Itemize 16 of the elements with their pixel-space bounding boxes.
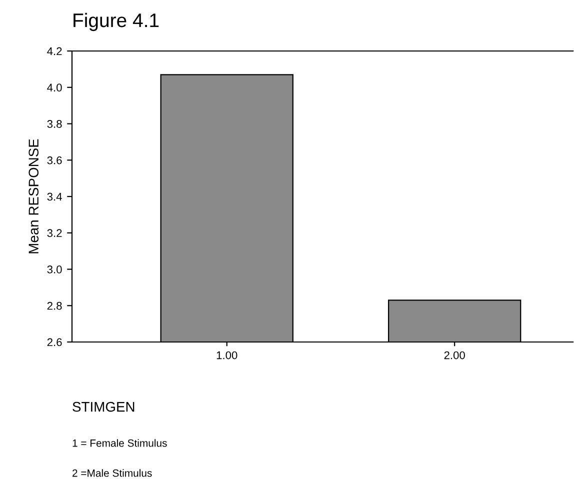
y-tick-label: 3.4 (47, 192, 62, 201)
y-tick-label: 3.2 (47, 229, 62, 238)
x-tick-label: 2.00 (444, 351, 465, 360)
y-tick-label: 3.6 (47, 156, 62, 164)
x-tick-label: 1.00 (216, 351, 238, 360)
y-tick-label: 2.6 (47, 338, 62, 346)
text: 2 =Male Stimulus (72, 469, 152, 477)
y-axis-title: Mean RESPONSE (28, 139, 39, 254)
y-tick-label: 3.0 (47, 266, 62, 274)
chart-title: Figure 4.1 (74, 12, 159, 32)
text: 1 = Female Stimulus (72, 439, 167, 447)
y-tick-label: 3.8 (47, 120, 62, 128)
x-axis-title: STIMGEN (72, 402, 134, 412)
y-tick-label: 2.8 (47, 302, 62, 310)
y-tick-label: 4.0 (47, 84, 62, 92)
y-tick-label: 4.2 (47, 47, 62, 56)
